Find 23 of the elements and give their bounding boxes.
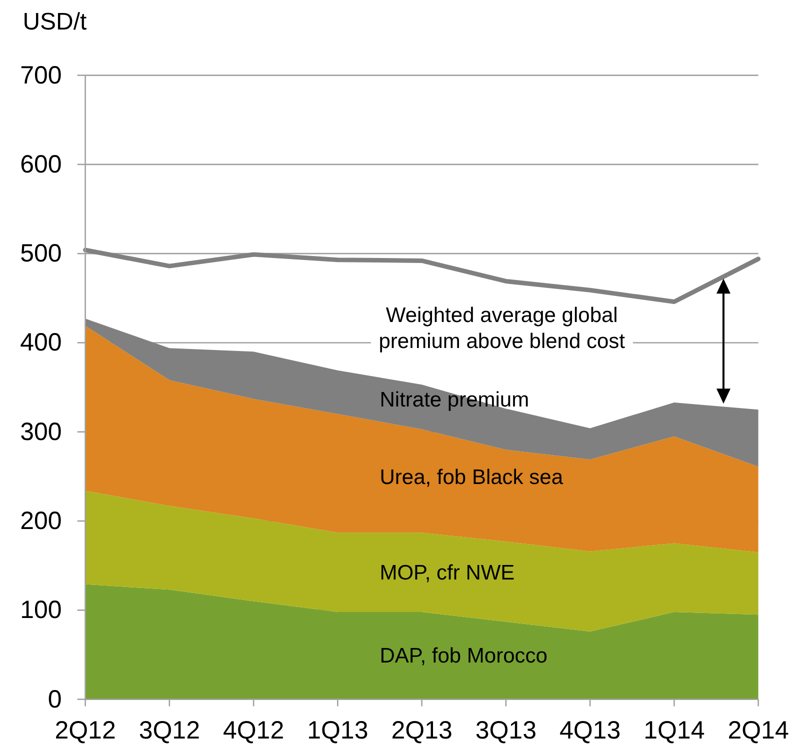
y-tick-label: 700	[20, 61, 62, 90]
y-tick-label: 100	[20, 596, 62, 624]
series-label: DAP, fob Morocco	[380, 644, 548, 668]
x-tick-label: 1Q13	[307, 716, 368, 744]
y-tick-label: 0	[48, 685, 62, 714]
x-tick-label: 4Q12	[222, 716, 284, 744]
series-label: Nitrate premium	[380, 388, 530, 412]
x-tick-label: 4Q13	[559, 716, 621, 744]
annotation: Weighted average global premium above blend cost	[378, 304, 626, 354]
y-axis-title: USD/t	[22, 8, 88, 36]
x-tick-label: 3Q12	[138, 716, 200, 744]
x-tick-label: 2Q14	[728, 716, 789, 744]
x-tick-label: 2Q12	[54, 716, 116, 744]
x-tick-label: 3Q13	[475, 716, 537, 744]
x-tick-label: 2Q13	[391, 716, 452, 744]
y-tick-label: 200	[20, 507, 62, 536]
y-tick-label: 400	[20, 328, 62, 357]
y-tick-label: 600	[20, 150, 62, 178]
series-label: MOP, cfr NWE	[380, 560, 515, 584]
y-tick-label: 300	[20, 418, 62, 446]
series-label: Urea, fob Black sea	[380, 466, 564, 489]
y-tick-label: 500	[20, 240, 62, 268]
x-tick-label: 1Q14	[644, 716, 705, 744]
